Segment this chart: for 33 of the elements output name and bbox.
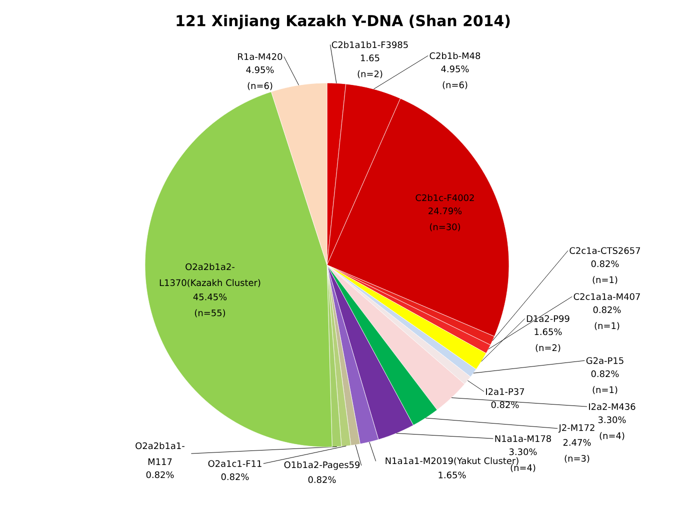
chart-title: 121 Xinjiang Kazakh Y-DNA (Shan 2014)	[176, 14, 510, 30]
slice-label: C2c1a-CTS2657	[570, 247, 640, 254]
slice-label: I2a2-M436	[589, 403, 636, 410]
data-label: 1.65% (n=2)	[534, 328, 562, 352]
slice-label: O2a2b1a2-L1370(Kazakh Cluster)	[160, 263, 260, 288]
data-label: 0.82%	[308, 476, 336, 484]
slice-label: O2a2b1a1-M117	[136, 442, 184, 465]
slice-label: C2c1a1a-M407	[574, 293, 640, 300]
slice-label: G2a-P15	[586, 357, 624, 364]
data-label: 0.82% (n=1)	[591, 370, 619, 394]
data-label: 24.79% (n=30)	[428, 208, 462, 232]
slice-label: O2a1c1-F11	[208, 460, 262, 467]
data-label: 45.45% (n=55)	[193, 294, 227, 318]
data-label: 4.95% (n=6)	[441, 66, 469, 90]
slice-label: J2-M172	[558, 424, 594, 433]
slice-label: O1b1a2-Pages59	[284, 461, 360, 470]
slice-label: N1a1a1-M2019(Yakut Cluster)	[386, 457, 518, 466]
slice-label: R1a-M420	[238, 53, 282, 60]
slice-label: N1a1a-M178	[495, 435, 551, 442]
data-label: 0.82%	[491, 401, 519, 408]
data-label: 2.47% (n=3)	[563, 439, 591, 463]
data-label: 0.82% (n=1)	[591, 260, 619, 284]
data-label: 0.82%	[221, 473, 249, 480]
data-label: 4.95% (n=6)	[246, 66, 274, 90]
data-label: 3.30% (n=4)	[598, 416, 626, 440]
data-label: 0.82% (n=1)	[593, 306, 621, 330]
slice-label: C2b1b-M48	[430, 52, 480, 60]
data-label: 1.65%	[438, 472, 466, 478]
slice-label: C2b1c-F4002	[416, 194, 474, 202]
data-label: 1.65 (n=2)	[358, 54, 382, 78]
data-label: 0.82%	[146, 471, 174, 478]
slice-label: C2b1a1b1-F3985	[332, 41, 408, 48]
slice-label: I2a1-P37	[486, 388, 524, 395]
